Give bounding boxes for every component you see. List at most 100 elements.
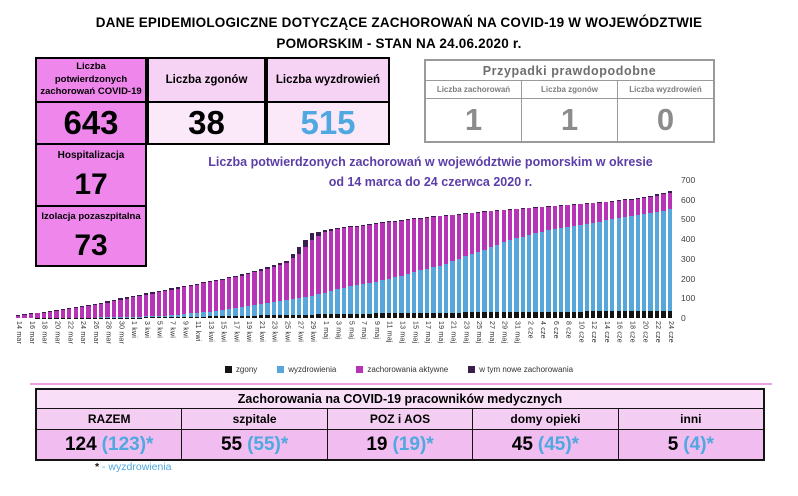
- y-axis-label: 700: [681, 175, 696, 185]
- chart-bar: [552, 205, 557, 318]
- chart-bar: [220, 278, 225, 318]
- chart-bar: [629, 198, 634, 318]
- chart-bar: [252, 270, 257, 318]
- y-axis-label: 400: [681, 234, 696, 245]
- x-axis-label: 19 maj: [436, 321, 444, 344]
- value-domy-opieki: 45 (45)*: [473, 430, 619, 459]
- x-axis-label: 31 maj: [513, 321, 521, 344]
- chart-bar: [67, 308, 72, 318]
- legend-label-recovered: wyzdrowienia: [288, 365, 337, 374]
- x-axis-label: 5 maj: [347, 321, 355, 340]
- x-axis-label: 13 kwi: [206, 321, 214, 343]
- chart-bar: [667, 191, 672, 318]
- chart-bar: [501, 209, 506, 318]
- chart-bar: [520, 208, 526, 318]
- chart-bar: [60, 309, 66, 318]
- x-axis-label: 22 cze: [654, 321, 662, 343]
- legend-swatch-recovered: [277, 366, 285, 373]
- x-axis-label: 20 mar: [53, 321, 61, 344]
- value-poz-aos-recovered: (19)*: [392, 433, 434, 455]
- chart-bar: [386, 221, 391, 318]
- x-axis-label: 11 maj: [385, 321, 393, 343]
- x-axis-label: 25 maj: [475, 321, 483, 344]
- value-inni-total: 5: [667, 433, 679, 455]
- x-axis-label: 7 maj: [360, 321, 368, 340]
- legend-item-recovered: wyzdrowienia: [277, 365, 336, 374]
- x-axis-label: 12 cze: [590, 321, 598, 343]
- chart-bar: [654, 194, 660, 318]
- chart-bar: [284, 260, 289, 318]
- chart-bar: [405, 219, 411, 318]
- value-poz-aos: 19 (19)*: [327, 430, 474, 459]
- chart-bar: [348, 226, 353, 318]
- chart-bar: [297, 247, 302, 318]
- chart-bar: [456, 213, 462, 318]
- chart-bar: [246, 272, 251, 318]
- chart-bar: [28, 313, 34, 318]
- legend-item-new: w tym nowe zachorowania: [468, 365, 573, 374]
- hospitalization-box: Hospitalizacja 17: [35, 145, 147, 207]
- chart-bar: [329, 229, 334, 318]
- x-axis-label: 28 mar: [104, 321, 112, 344]
- x-axis-label: 6 cze: [551, 321, 559, 339]
- x-axis-label: 21 maj: [449, 321, 457, 344]
- legend-item-active: zachorowania aktywne: [356, 365, 448, 374]
- chart-bar: [143, 293, 149, 318]
- value-razem-total: 124: [64, 433, 97, 455]
- probable-cases-title: Przypadki prawdopodobne: [426, 61, 713, 81]
- x-axis-label: 29 kwi: [309, 321, 317, 343]
- chart-bar: [622, 199, 628, 318]
- x-axis-label: 22 mar: [66, 321, 74, 344]
- x-axis-label: 14 mar: [15, 321, 23, 344]
- x-axis-label: 1 maj: [321, 321, 329, 340]
- chart-bar: [584, 203, 589, 318]
- y-axis-label: 200: [681, 273, 696, 284]
- chart-bar: [79, 306, 85, 318]
- chart-bar: [265, 266, 270, 318]
- x-axis-label: 10 cze: [577, 321, 585, 343]
- chart-bar: [22, 314, 27, 318]
- chart-bar: [546, 206, 551, 318]
- x-axis-label: 23 maj: [462, 321, 470, 344]
- divider-line: [30, 383, 772, 385]
- y-axis-label: 300: [681, 253, 696, 264]
- chart-bar: [418, 217, 423, 318]
- chart-bar: [514, 208, 519, 318]
- chart-bar: [316, 231, 321, 318]
- chart-bar: [661, 192, 666, 318]
- medical-table-values-row: 124 (123)* 55 (55)* 19 (19)* 45 (45)* 5 …: [37, 430, 764, 459]
- legend-item-deaths: zgony: [224, 365, 257, 374]
- x-axis-label: 17 maj: [424, 321, 432, 344]
- chart-bar: [642, 196, 647, 318]
- chart-bar: [35, 312, 40, 318]
- chart-bar: [380, 222, 385, 318]
- page-title: DANE EPIDEMIOLOGICZNE DOTYCZĄCE ZACHOROW…: [0, 13, 798, 55]
- chart-bar: [507, 209, 513, 318]
- confirmed-cases-value: 643: [63, 104, 119, 141]
- chart-bar: [527, 207, 532, 318]
- legend-swatch-active: [356, 366, 364, 373]
- chart-bar: [360, 224, 366, 318]
- recovered-label: Liczba wyzdrowień: [268, 59, 388, 103]
- chart-bar: [73, 307, 78, 318]
- chart-bar: [124, 297, 129, 318]
- probable-deaths-value: 1: [560, 102, 579, 137]
- y-axis-label: 600: [681, 194, 696, 205]
- probable-deaths-label: Liczba zgonów: [522, 81, 617, 99]
- x-axis-label: 24 mar: [79, 321, 87, 344]
- chart-bar: [111, 299, 117, 318]
- chart-bar: [214, 279, 219, 318]
- chart-bar: [392, 220, 398, 318]
- footnote-marker: *: [95, 461, 100, 473]
- chart-bar: [233, 275, 238, 318]
- chart-bar: [412, 218, 417, 318]
- x-axis-label: 25 kwi: [283, 321, 291, 343]
- deaths-value: 38: [149, 103, 264, 143]
- recovered-value: 515: [268, 103, 388, 143]
- chart-plot: [15, 180, 673, 318]
- chart-bar: [341, 227, 347, 318]
- legend-swatch-new: [468, 366, 476, 373]
- chart-bar: [488, 210, 494, 318]
- footnote-text: - wyzdrowienia: [102, 461, 172, 473]
